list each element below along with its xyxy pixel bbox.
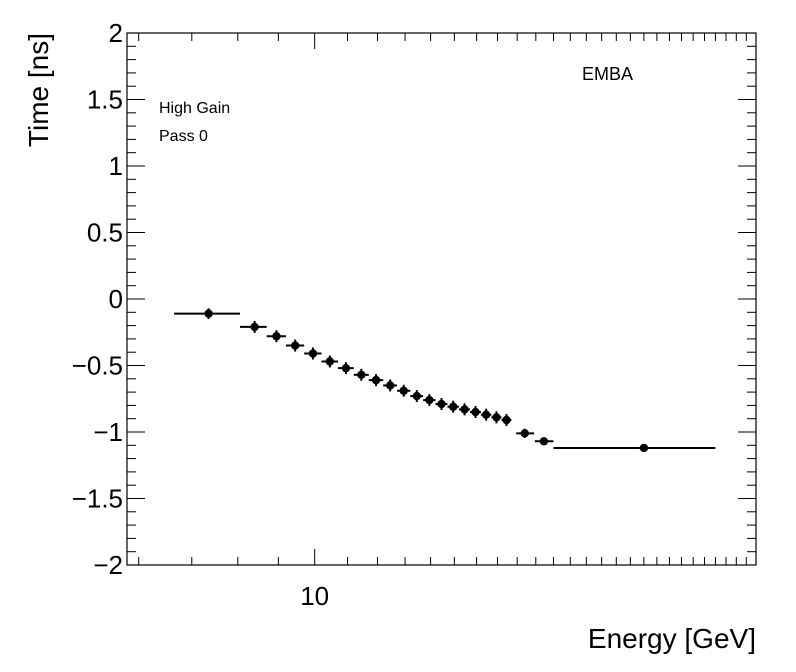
y-tick-labels: −2 −1.5 −1 −0.5 0 0.5 1 1.5 2	[72, 18, 123, 580]
data-point	[368, 374, 384, 387]
data-point	[410, 390, 424, 403]
x-tick-labels: 10	[300, 581, 329, 611]
marker	[325, 357, 335, 366]
data-point	[423, 394, 436, 407]
data-point	[491, 411, 502, 424]
marker	[437, 399, 446, 409]
y-axis-title: Time [ns]	[23, 33, 54, 147]
marker	[520, 429, 529, 438]
data-point	[534, 437, 554, 446]
marker	[385, 381, 395, 390]
marker	[639, 443, 649, 453]
data-point	[447, 400, 459, 413]
y-tick-label: 0	[109, 284, 123, 314]
y-tick-label: 0.5	[87, 218, 123, 248]
axis-ticks	[127, 32, 756, 566]
data-point	[285, 339, 305, 352]
marker	[341, 363, 351, 373]
data-point	[397, 384, 411, 397]
data-point	[435, 398, 448, 411]
marker	[449, 402, 458, 411]
x-tick-label: 10	[300, 581, 329, 611]
marker	[492, 413, 501, 422]
data-point	[321, 355, 338, 368]
marker	[371, 375, 381, 385]
data-point	[337, 362, 354, 375]
data-point	[304, 347, 322, 360]
marker	[399, 386, 408, 395]
data-points	[174, 308, 716, 453]
marker	[502, 415, 511, 425]
y-tick-label: −2	[93, 550, 123, 580]
marker	[250, 322, 259, 332]
marker	[308, 349, 318, 358]
marker	[272, 332, 281, 341]
marker	[204, 309, 213, 318]
data-point	[501, 414, 512, 427]
data-point	[239, 320, 267, 333]
marker	[460, 405, 469, 414]
data-point	[516, 428, 534, 438]
data-point	[383, 379, 398, 392]
data-point	[174, 308, 240, 319]
marker	[471, 407, 480, 417]
data-point	[353, 368, 369, 381]
y-tick-label: 1.5	[87, 85, 123, 115]
annotation-pass: Pass 0	[159, 128, 208, 145]
marker	[539, 437, 549, 446]
y-tick-label: −0.5	[72, 351, 123, 381]
data-point	[480, 408, 492, 421]
annotation-gain: High Gain	[159, 100, 230, 117]
x-axis-title: Energy [GeV]	[588, 623, 756, 654]
y-tick-label: −1.5	[72, 484, 123, 514]
data-point	[553, 443, 716, 453]
data-point	[266, 330, 286, 343]
data-point	[470, 406, 481, 419]
marker	[425, 395, 434, 405]
marker	[357, 370, 366, 380]
data-point	[458, 403, 471, 416]
marker	[481, 410, 491, 419]
y-tick-label: 2	[109, 18, 123, 48]
y-tick-label: −1	[93, 417, 123, 447]
marker	[290, 341, 300, 350]
annotation-emba: EMBA	[582, 64, 633, 84]
marker	[412, 391, 421, 401]
y-tick-label: 1	[109, 151, 123, 181]
